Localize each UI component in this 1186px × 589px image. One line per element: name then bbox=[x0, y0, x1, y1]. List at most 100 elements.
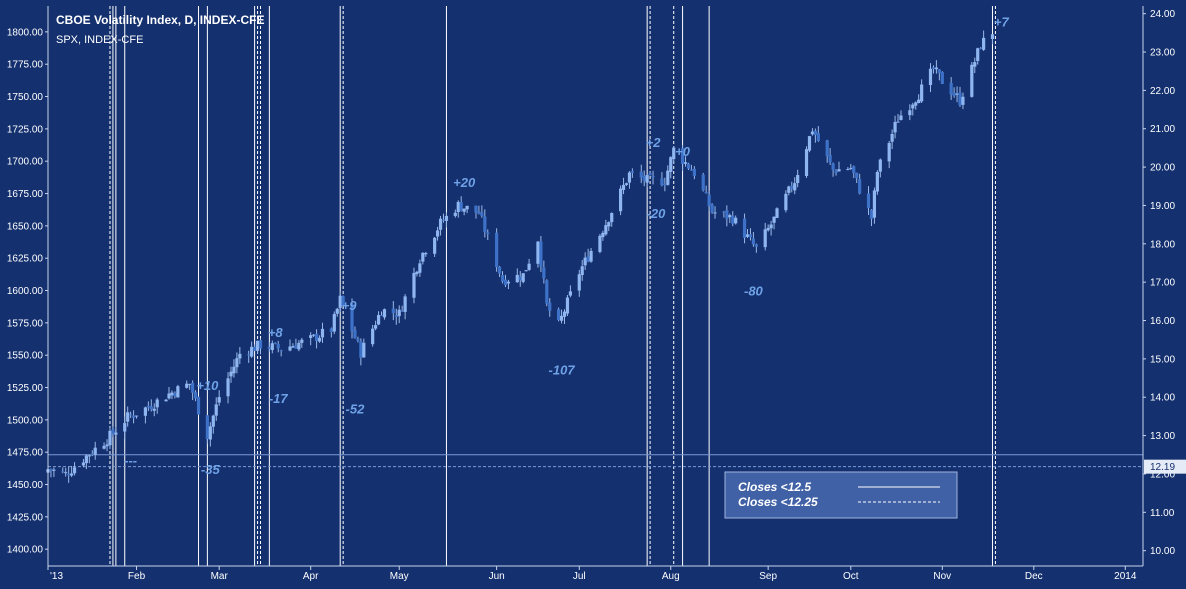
right-tick-label: 17.00 bbox=[1150, 278, 1175, 289]
candle-body bbox=[70, 473, 74, 476]
annotation-label: +20 bbox=[453, 175, 476, 190]
legend-label: Closes <12.25 bbox=[738, 495, 818, 509]
candle-body bbox=[90, 453, 94, 455]
candle-body bbox=[518, 276, 522, 281]
left-tick-label: 1625.00 bbox=[7, 254, 44, 265]
right-tick-label: 13.00 bbox=[1150, 431, 1175, 442]
candle-body bbox=[294, 345, 298, 349]
candle-body bbox=[415, 271, 419, 274]
candle-body bbox=[976, 48, 980, 61]
candle-body bbox=[660, 178, 664, 186]
candle-body bbox=[536, 241, 540, 264]
annotation-label: +10 bbox=[196, 378, 219, 393]
candle-body bbox=[837, 169, 841, 172]
right-tick-label: 23.00 bbox=[1150, 48, 1175, 59]
candle-body bbox=[359, 341, 363, 358]
candle-body bbox=[288, 346, 292, 351]
candle-body bbox=[607, 222, 611, 227]
candle-body bbox=[149, 406, 153, 410]
candle-body bbox=[825, 140, 829, 156]
candle-body bbox=[291, 346, 295, 348]
last-value-badge bbox=[1144, 459, 1186, 474]
candle-body bbox=[911, 104, 915, 109]
candle-body bbox=[267, 346, 271, 349]
left-tick-label: 1800.00 bbox=[7, 27, 44, 38]
candle-body bbox=[185, 383, 189, 388]
candle-body bbox=[146, 405, 150, 408]
candle-body bbox=[586, 256, 590, 262]
candle-body bbox=[258, 340, 263, 349]
candle-body bbox=[917, 99, 921, 104]
candle-body bbox=[176, 386, 180, 398]
candle-body bbox=[680, 148, 685, 164]
candle-body bbox=[108, 430, 112, 446]
candle-body bbox=[188, 383, 192, 385]
candle-body bbox=[878, 159, 882, 172]
candle-body bbox=[253, 346, 257, 351]
candle-body bbox=[114, 432, 118, 435]
candle-body bbox=[397, 309, 401, 317]
x-tick-label: Oct bbox=[843, 571, 859, 582]
candle-body bbox=[506, 281, 511, 284]
candle-body bbox=[542, 267, 546, 279]
candle-body bbox=[382, 309, 387, 318]
candle-body bbox=[589, 250, 593, 262]
candle-body bbox=[899, 115, 903, 120]
x-tick-label: Mar bbox=[211, 571, 229, 582]
candle-body bbox=[483, 216, 487, 233]
left-tick-label: 1425.00 bbox=[7, 512, 44, 523]
right-tick-label: 16.00 bbox=[1150, 316, 1175, 327]
candle-body bbox=[810, 131, 815, 135]
candle-body bbox=[887, 143, 891, 162]
candle-body bbox=[970, 64, 974, 97]
candle-body bbox=[559, 315, 564, 321]
left-tick-label: 1525.00 bbox=[7, 383, 44, 394]
candle-body bbox=[129, 414, 133, 416]
candle-body bbox=[456, 201, 460, 213]
candle-body bbox=[81, 462, 86, 466]
candle-body bbox=[211, 415, 215, 427]
candle-body bbox=[663, 183, 667, 186]
candle-body bbox=[648, 173, 652, 176]
candle-body bbox=[123, 423, 127, 432]
candle-body bbox=[775, 208, 779, 218]
candle-body bbox=[465, 205, 469, 210]
candle-body bbox=[893, 122, 897, 133]
annotation-label: -20 bbox=[647, 206, 667, 221]
candle-body bbox=[131, 415, 136, 418]
candle-body bbox=[276, 343, 280, 349]
candle-body bbox=[645, 175, 649, 183]
candle-body bbox=[713, 212, 717, 214]
candle-body bbox=[376, 315, 381, 325]
candle-body bbox=[362, 342, 366, 358]
candle-body bbox=[683, 162, 688, 164]
candle-body bbox=[751, 238, 756, 245]
candle-body bbox=[557, 309, 561, 320]
candle-body bbox=[126, 412, 130, 422]
x-tick-label: Apr bbox=[303, 571, 319, 582]
candle-body bbox=[565, 297, 570, 314]
candle-body bbox=[111, 429, 115, 434]
candle-body bbox=[734, 217, 738, 224]
candle-body bbox=[167, 393, 171, 399]
candle-body bbox=[403, 296, 407, 312]
candle-body bbox=[353, 329, 357, 339]
candle-body bbox=[704, 192, 708, 194]
candle-body bbox=[374, 325, 378, 329]
left-tick-label: 1600.00 bbox=[7, 286, 44, 297]
candle-body bbox=[500, 275, 505, 282]
candle-body bbox=[273, 342, 277, 344]
annotation-label: +9 bbox=[342, 298, 358, 313]
candle-body bbox=[961, 96, 965, 105]
candle-body bbox=[297, 342, 301, 350]
candle-body bbox=[164, 399, 168, 402]
left-tick-label: 1725.00 bbox=[7, 124, 44, 135]
candle-body bbox=[61, 471, 65, 473]
candle-body bbox=[102, 445, 106, 449]
candle-body bbox=[908, 110, 912, 116]
candle-body bbox=[391, 308, 395, 314]
candle-body bbox=[940, 72, 944, 84]
candle-body bbox=[651, 175, 655, 178]
right-tick-label: 11.00 bbox=[1150, 508, 1175, 519]
